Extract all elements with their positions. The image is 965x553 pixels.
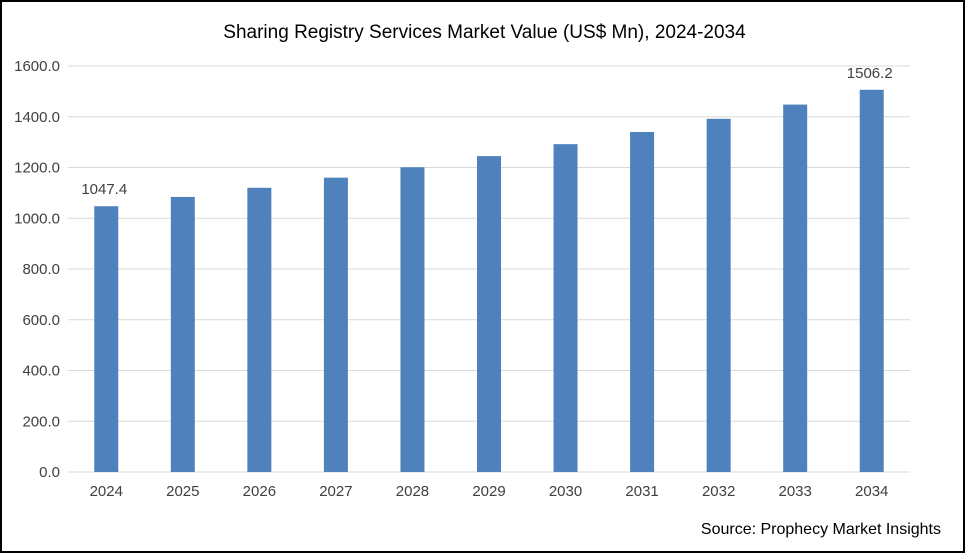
y-tick-label: 1400.0 [14,109,60,126]
x-tick-label: 2028 [396,483,429,500]
x-tick-label: 2026 [243,483,276,500]
x-axis-ticks: 2024 2025 2026 2027 2028 2029 2030 2031 2032 2033… [90,483,889,500]
bars [94,89,884,473]
y-axis-ticks: 0.0 200.0 400.0 600.0 800.0 1000.0 1200.0 1400.… [14,58,60,481]
bar-2029 [477,156,501,473]
y-tick-label: 1600.0 [14,58,60,75]
x-tick-label: 2024 [90,483,123,500]
data-label: 1047.4 [81,181,127,198]
bar-2031 [630,131,655,472]
x-tick-label: 2031 [625,483,658,500]
y-tick-label: 1000.0 [14,210,60,227]
x-tick-label: 2029 [472,483,505,500]
bar-2034 [859,89,884,472]
x-tick-label: 2032 [702,483,735,500]
bar-2028 [400,167,425,472]
bar-2032 [706,118,731,472]
bar-2033 [783,104,808,472]
data-labels: 1047.4 1506.2 [81,65,892,198]
x-tick-label: 2030 [549,483,582,500]
source-note: Source: Prophecy Market Insights [700,521,941,538]
bar-2024 [94,206,119,473]
bar-2025 [170,196,195,472]
x-tick-label: 2034 [855,483,888,500]
y-tick-label: 200.0 [22,413,60,430]
y-tick-label: 400.0 [22,363,60,380]
y-tick-label: 0.0 [39,464,60,481]
bar-2027 [323,177,348,472]
x-tick-label: 2025 [166,483,199,500]
y-tick-label: 800.0 [22,261,60,278]
x-tick-label: 2033 [778,483,811,500]
data-label: 1506.2 [847,65,893,82]
bar-2030 [553,144,578,472]
x-tick-label: 2027 [319,483,352,500]
chart-title: Sharing Registry Services Market Value (… [223,22,746,43]
y-tick-label: 600.0 [22,312,60,329]
y-tick-label: 1200.0 [14,160,60,177]
bar-2026 [247,187,272,473]
